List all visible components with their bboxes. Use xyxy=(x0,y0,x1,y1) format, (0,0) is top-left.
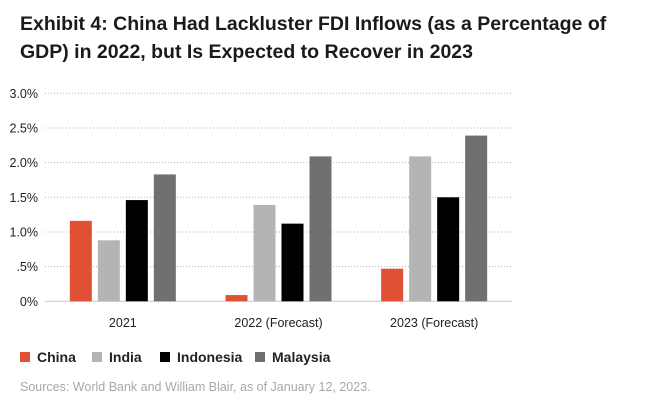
legend-swatch-malaysia xyxy=(255,352,265,362)
bar-china-0 xyxy=(69,220,92,302)
chart-title: Exhibit 4: China Had Lackluster FDI Infl… xyxy=(20,13,607,63)
y-tick-label: 2.5% xyxy=(10,121,39,135)
y-tick-label: 1.5% xyxy=(10,191,39,205)
legend-label: Malaysia xyxy=(272,349,331,365)
y-tick-label: 1.0% xyxy=(10,225,39,239)
bar-indonesia-2 xyxy=(437,197,460,302)
bar-indonesia-1 xyxy=(281,223,304,302)
y-tick-label: .5% xyxy=(16,260,38,274)
legend-label: China xyxy=(37,349,76,365)
source-note: Sources: World Bank and William Blair, a… xyxy=(20,380,371,394)
bar-india-1 xyxy=(253,204,276,302)
legend-swatch-indonesia xyxy=(160,352,170,362)
y-tick-label: 3.0% xyxy=(10,87,39,101)
legend-swatch-india xyxy=(92,352,102,362)
legend-item-indonesia: Indonesia xyxy=(160,349,242,365)
bar-malaysia-2 xyxy=(465,135,488,302)
bar-china-2 xyxy=(381,268,404,302)
bar-malaysia-1 xyxy=(309,156,332,302)
legend-label: India xyxy=(109,349,142,365)
y-tick-label: 0% xyxy=(20,295,38,309)
legend-label: Indonesia xyxy=(177,349,243,365)
x-tick-label: 2021 xyxy=(109,316,137,330)
x-tick-label: 2022 (Forecast) xyxy=(234,316,322,330)
bar-malaysia-0 xyxy=(153,174,176,302)
bar-china-1 xyxy=(225,295,248,302)
legend-item-china: China xyxy=(20,349,76,365)
bar-india-2 xyxy=(409,156,432,302)
bar-indonesia-0 xyxy=(125,200,148,302)
legend-item-india: India xyxy=(92,349,142,365)
y-tick-label: 2.0% xyxy=(10,156,39,170)
bar-india-0 xyxy=(97,240,120,302)
x-tick-label: 2023 (Forecast) xyxy=(390,316,478,330)
legend-swatch-china xyxy=(20,352,30,362)
legend-item-malaysia: Malaysia xyxy=(255,349,330,365)
